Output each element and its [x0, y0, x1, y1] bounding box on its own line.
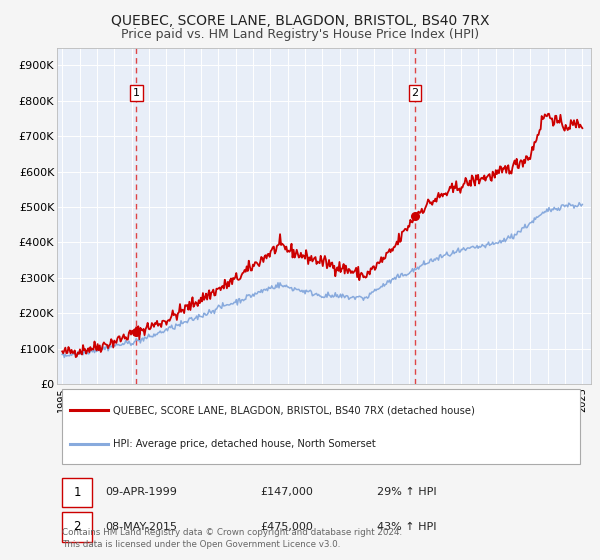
Text: 2: 2	[73, 520, 81, 534]
FancyBboxPatch shape	[62, 512, 92, 542]
Text: 1: 1	[133, 88, 140, 98]
Text: 43% ↑ HPI: 43% ↑ HPI	[377, 522, 437, 532]
FancyBboxPatch shape	[62, 478, 92, 507]
FancyBboxPatch shape	[62, 389, 580, 464]
Text: QUEBEC, SCORE LANE, BLAGDON, BRISTOL, BS40 7RX: QUEBEC, SCORE LANE, BLAGDON, BRISTOL, BS…	[111, 14, 489, 28]
Text: Price paid vs. HM Land Registry's House Price Index (HPI): Price paid vs. HM Land Registry's House …	[121, 28, 479, 41]
Text: HPI: Average price, detached house, North Somerset: HPI: Average price, detached house, Nort…	[113, 438, 376, 449]
Text: 1: 1	[73, 486, 81, 499]
Text: QUEBEC, SCORE LANE, BLAGDON, BRISTOL, BS40 7RX (detached house): QUEBEC, SCORE LANE, BLAGDON, BRISTOL, BS…	[113, 405, 475, 415]
Text: £475,000: £475,000	[260, 522, 313, 532]
Text: Contains HM Land Registry data © Crown copyright and database right 2024.
This d: Contains HM Land Registry data © Crown c…	[62, 528, 403, 549]
Text: 09-APR-1999: 09-APR-1999	[105, 487, 177, 497]
Text: £147,000: £147,000	[260, 487, 313, 497]
Text: 29% ↑ HPI: 29% ↑ HPI	[377, 487, 437, 497]
Text: 2: 2	[412, 88, 419, 98]
Text: 08-MAY-2015: 08-MAY-2015	[105, 522, 177, 532]
